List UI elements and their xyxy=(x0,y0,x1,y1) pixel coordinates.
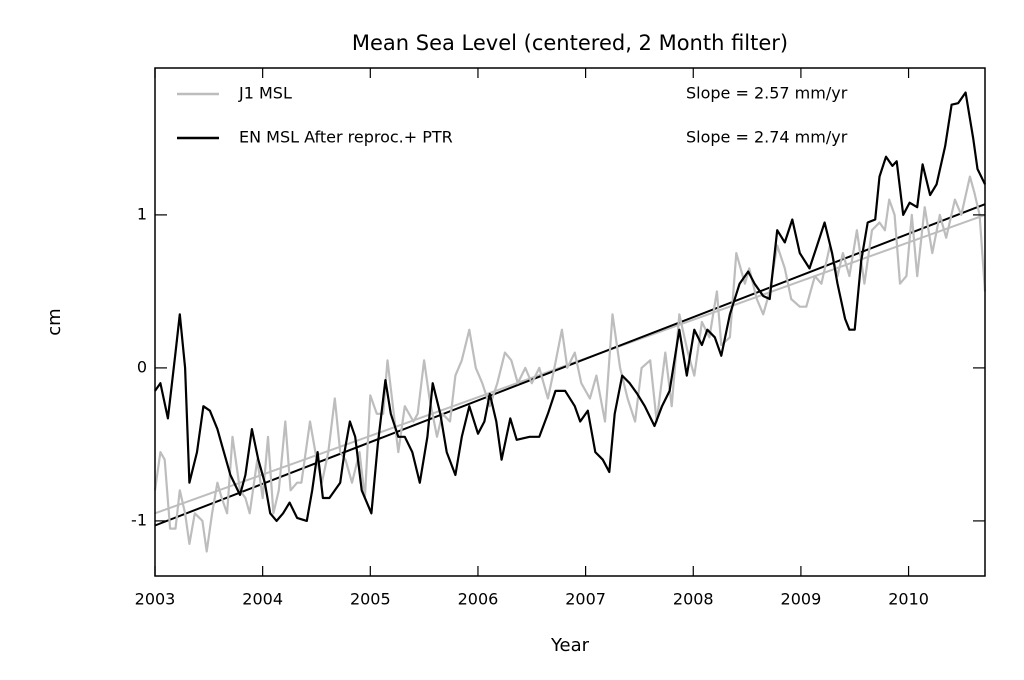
x-tick-label: 2009 xyxy=(781,590,822,609)
plot-frame xyxy=(154,67,986,577)
legend-label: EN MSL After reproc.+ PTR xyxy=(239,128,453,147)
x-tick-label: 2005 xyxy=(350,590,391,609)
x-tick-label: 2008 xyxy=(673,590,714,609)
annotation: Slope = 2.57 mm/yr xyxy=(686,84,848,103)
x-tick-label: 2010 xyxy=(888,590,929,609)
y-tick-label: 0 xyxy=(137,357,147,376)
series-line xyxy=(153,175,987,553)
y-tick-label: 1 xyxy=(137,204,147,223)
series-line xyxy=(154,91,986,522)
y-axis-label: cm xyxy=(44,308,65,335)
x-tick-label: 2006 xyxy=(458,590,499,609)
x-tick-label: 2003 xyxy=(135,590,176,609)
chart-title: Mean Sea Level (centered, 2 Month filter… xyxy=(352,31,788,55)
x-tick-label: 2007 xyxy=(565,590,606,609)
legend-label: J1 MSL xyxy=(238,84,292,103)
x-tick-label: 2004 xyxy=(242,590,283,609)
y-tick-label: -1 xyxy=(131,510,147,529)
annotation: Slope = 2.74 mm/yr xyxy=(686,128,848,147)
x-axis-label: Year xyxy=(550,635,590,656)
